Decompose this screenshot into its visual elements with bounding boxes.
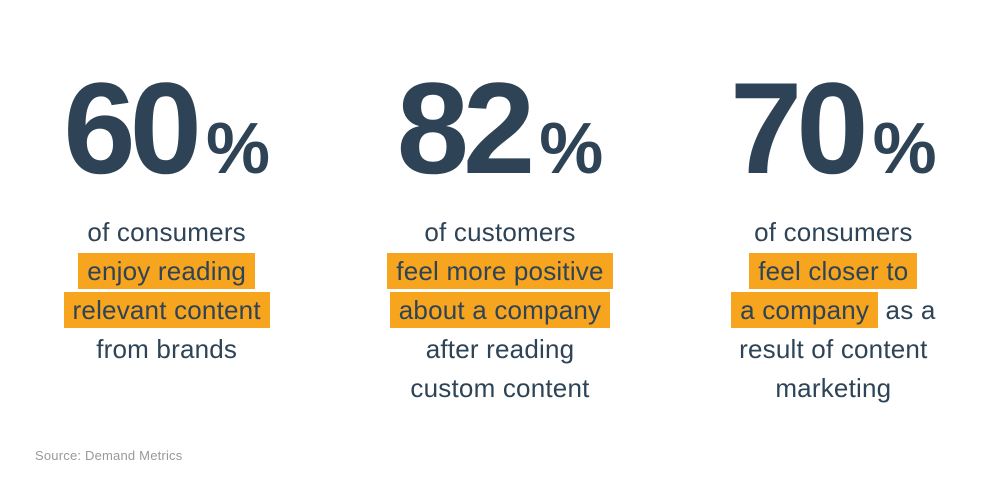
plain-text: marketing bbox=[775, 372, 892, 403]
highlighted-text: enjoy reading bbox=[78, 252, 256, 289]
stat-value: 70% bbox=[667, 60, 1000, 197]
percent-sign: % bbox=[872, 109, 937, 189]
source-citation: Source: Demand Metrics bbox=[35, 448, 183, 463]
plain-text: of consumers bbox=[754, 216, 913, 247]
stat-description-line: a company as a bbox=[667, 291, 1000, 330]
stat-description-line: enjoy reading bbox=[0, 252, 333, 291]
plain-text: from brands bbox=[96, 333, 238, 364]
plain-text: after reading bbox=[425, 333, 575, 364]
highlighted-text: about a company bbox=[389, 291, 611, 328]
stat-description-line: of consumers bbox=[0, 213, 333, 252]
stat-description-line: marketing bbox=[667, 369, 1000, 408]
stat-description-line: about a company bbox=[333, 291, 666, 330]
stat-number: 82 bbox=[396, 55, 536, 201]
stat-description: of consumers feel closer to a company as a… bbox=[667, 213, 1000, 408]
stat-column: 70% of consumers feel closer to a company a… bbox=[667, 60, 1000, 408]
plain-text: as a bbox=[885, 294, 936, 325]
stats-row: 60% of consumers enjoy reading relevant con… bbox=[0, 60, 1000, 408]
stat-description-line: after reading bbox=[333, 330, 666, 369]
stat-description-line: from brands bbox=[0, 330, 333, 369]
stat-number: 70 bbox=[730, 55, 869, 201]
stat-value: 60% bbox=[0, 60, 333, 197]
stat-description: of consumers enjoy reading relevant conten… bbox=[0, 213, 333, 369]
plain-text: of customers bbox=[424, 216, 576, 247]
stat-description-line: feel more positive bbox=[333, 252, 666, 291]
highlighted-text: feel closer to bbox=[749, 252, 918, 289]
highlighted-text: feel more positive bbox=[387, 252, 613, 289]
plain-text: custom content bbox=[410, 372, 590, 403]
stat-description: of customers feel more positive about a co… bbox=[333, 213, 666, 408]
stat-description-line: of consumers bbox=[667, 213, 1000, 252]
highlighted-text: a company bbox=[731, 291, 879, 328]
stat-description-line: feel closer to bbox=[667, 252, 1000, 291]
stat-column: 82% of customers feel more positive about a… bbox=[333, 60, 666, 408]
stat-description-line: relevant content bbox=[0, 291, 333, 330]
highlighted-text: relevant content bbox=[63, 291, 270, 328]
stat-number: 60 bbox=[63, 55, 202, 201]
stat-column: 60% of consumers enjoy reading relevant con… bbox=[0, 60, 333, 408]
plain-text: result of content bbox=[739, 333, 928, 364]
stat-description-line: result of content bbox=[667, 330, 1000, 369]
stat-description-line: of customers bbox=[333, 213, 666, 252]
stat-description-line: custom content bbox=[333, 369, 666, 408]
plain-text: of consumers bbox=[87, 216, 246, 247]
percent-sign: % bbox=[539, 109, 604, 189]
percent-sign: % bbox=[205, 109, 270, 189]
stat-value: 82% bbox=[333, 60, 666, 197]
